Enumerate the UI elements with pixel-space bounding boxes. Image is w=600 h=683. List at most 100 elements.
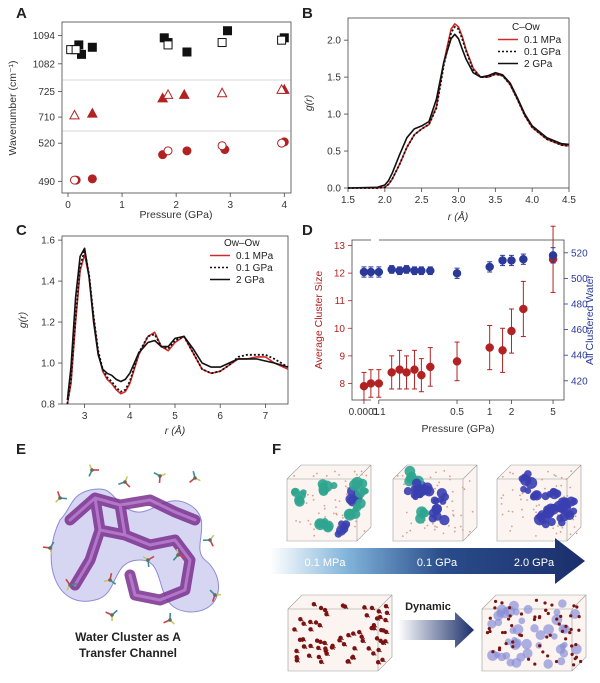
molecule-bond: [318, 647, 322, 651]
chart-a-wavenumber: 1082 1094 725 710 520 490 0 1 2 3 4 Pressure (GPa…: [7, 21, 292, 221]
water-molecule: [153, 471, 166, 484]
water-dot: [443, 470, 446, 472]
water-dot: [405, 531, 408, 534]
legend-entry: 2 GPa: [524, 59, 553, 70]
water-dot: [311, 494, 314, 497]
molecule-dot: [575, 605, 579, 609]
data-point: [519, 254, 528, 264]
molecule-bond: [303, 623, 307, 627]
y-tick-label-right: 500: [571, 274, 588, 285]
water-molecule: [105, 609, 118, 622]
water-dot: [341, 516, 344, 519]
sim-box-0-1gpa: [392, 464, 478, 542]
x-tick-label: 3.5: [488, 195, 502, 206]
y-tick-label: 0.0: [327, 184, 341, 195]
water-dot: [365, 474, 368, 477]
x-tick-label: 3.0: [452, 195, 466, 206]
water-molecule: [42, 541, 55, 554]
cluster-caption-line1: Water Cluster as A: [75, 630, 181, 644]
y-tick-label-left: 13: [334, 241, 346, 252]
pressure-arrow: [270, 538, 585, 584]
water-dot: [305, 502, 308, 505]
molecule-bond: [340, 637, 344, 641]
chart-d-frame: [351, 239, 565, 401]
molecule-bond: [368, 647, 372, 651]
water-dot: [401, 474, 404, 477]
y-tick-label-left: 10: [334, 324, 346, 335]
cluster-blob: [359, 487, 368, 495]
data-point-circle: [87, 174, 97, 184]
water-dot: [500, 497, 503, 500]
panel-letter-b: B: [302, 5, 313, 22]
water-dot: [543, 487, 546, 490]
molecule-dot: [510, 624, 514, 628]
data-point-square: [77, 49, 87, 59]
cluster-blob: [555, 644, 566, 654]
water-dot: [526, 499, 528, 501]
cluster-blob: [559, 503, 569, 513]
molecule-dot: [511, 640, 515, 644]
cluster-blob: [543, 659, 553, 669]
cluster-blob: [553, 608, 561, 616]
water-dot: [344, 485, 347, 488]
water-dot: [325, 474, 328, 477]
y-tick-label-right: 460: [571, 325, 588, 336]
molecule-atom: [48, 546, 52, 550]
molecule-dot: [568, 631, 572, 635]
cluster-blob: [416, 506, 428, 518]
cluster-blob: [494, 618, 503, 627]
cluster-blob: [345, 494, 356, 505]
molecule-atom: [213, 593, 217, 597]
water-molecule: [189, 471, 201, 484]
x-axis-label: Pressure (GPa): [140, 209, 213, 221]
molecule-dot: [564, 637, 568, 641]
molecule-dot: [569, 614, 573, 618]
molecule-dot: [544, 608, 548, 612]
cluster-blob: [431, 503, 443, 514]
cluster-blob: [502, 652, 511, 660]
molecule-atom: [146, 558, 150, 562]
water-dot: [317, 512, 320, 515]
data-point: [366, 267, 376, 277]
water-dot: [334, 470, 336, 473]
water-dot: [511, 488, 514, 491]
molecule-bond: [300, 618, 304, 622]
water-dot: [360, 473, 363, 476]
cluster-blob: [512, 638, 522, 648]
water-dot: [501, 513, 504, 516]
water-dot: [557, 525, 559, 528]
water-dot: [396, 475, 399, 477]
molecule-bond: [373, 627, 378, 631]
molecule-bond: [294, 629, 298, 632]
water-dot: [446, 505, 449, 508]
molecule-dot: [543, 601, 547, 605]
cluster-blob: [570, 643, 582, 655]
cluster-blob: [557, 657, 566, 666]
water-dot: [341, 514, 344, 517]
molecule-atom: [158, 474, 162, 478]
molecule-dot: [493, 606, 497, 610]
molecule-atom: [58, 496, 62, 500]
water-dot: [555, 475, 557, 477]
water-dot: [429, 476, 432, 479]
x-tick-label: 2.0: [378, 195, 392, 206]
water-dot: [569, 533, 572, 536]
dynamic-box-start: [287, 594, 393, 672]
water-dot: [433, 528, 436, 531]
water-dot: [535, 511, 537, 514]
legend-entry: 0.1 MPa: [236, 251, 274, 262]
molecule-dot: [545, 635, 549, 639]
legend-title: C–Ow: [512, 22, 541, 33]
x-tick-label: 1: [119, 200, 125, 211]
water-dot: [510, 525, 513, 528]
x-tick-label: 3: [227, 200, 233, 211]
molecule-bond: [325, 650, 330, 654]
molecule-bond: [382, 659, 386, 663]
water-dot: [534, 535, 537, 537]
water-molecule: [103, 572, 117, 585]
water-molecule: [55, 491, 68, 503]
x-tick-label: 0.5: [450, 407, 464, 418]
water-molecule: [172, 548, 185, 561]
data-point: [452, 269, 462, 278]
